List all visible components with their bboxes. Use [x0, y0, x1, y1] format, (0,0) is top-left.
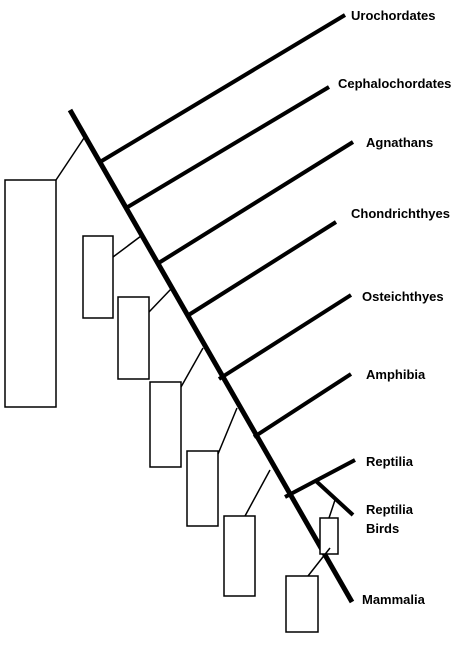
- branch-reptilia-birds: [314, 479, 355, 517]
- branch-cephalochordates: [124, 85, 331, 210]
- connector-7: [328, 499, 336, 519]
- branch-reptilia: [284, 458, 356, 499]
- trait-box-5: [186, 450, 219, 527]
- connector-8: [307, 547, 331, 577]
- connector-4: [180, 347, 204, 388]
- connector-5: [217, 407, 238, 455]
- trait-box-6: [223, 515, 256, 597]
- label-line: Reptilia: [366, 502, 414, 517]
- trait-box-2: [82, 235, 114, 319]
- label-line: Birds: [366, 521, 399, 536]
- label-mammalia: Mammalia: [362, 592, 426, 607]
- trait-box-8: [285, 575, 319, 633]
- branch-osteichthyes: [217, 293, 353, 381]
- trait-box-4: [149, 381, 182, 468]
- label-cephalochordates: Cephalochordates: [338, 76, 451, 91]
- branch-urochordates: [98, 13, 347, 164]
- connector-3: [148, 288, 172, 313]
- connector-2: [112, 235, 142, 258]
- label-amphibia: Amphibia: [366, 367, 426, 382]
- connector-6: [244, 469, 271, 517]
- trait-box-1: [4, 179, 57, 408]
- branch-chondrichthyes: [185, 220, 338, 318]
- label-agnathans: Agnathans: [366, 135, 433, 150]
- branch-agnathans: [155, 140, 355, 266]
- branch-amphibia: [252, 372, 353, 439]
- connector-1: [55, 137, 85, 181]
- label-chondrichthyes: Chondrichthyes: [351, 206, 450, 221]
- label-urochordates: Urochordates: [351, 8, 436, 23]
- main-trunk: [67, 108, 355, 604]
- trait-box-3: [117, 296, 150, 380]
- label-osteichthyes: Osteichthyes: [362, 289, 444, 304]
- label-reptilia: Reptilia: [366, 454, 414, 469]
- label-reptilia-birds: Reptilia Birds: [366, 502, 414, 536]
